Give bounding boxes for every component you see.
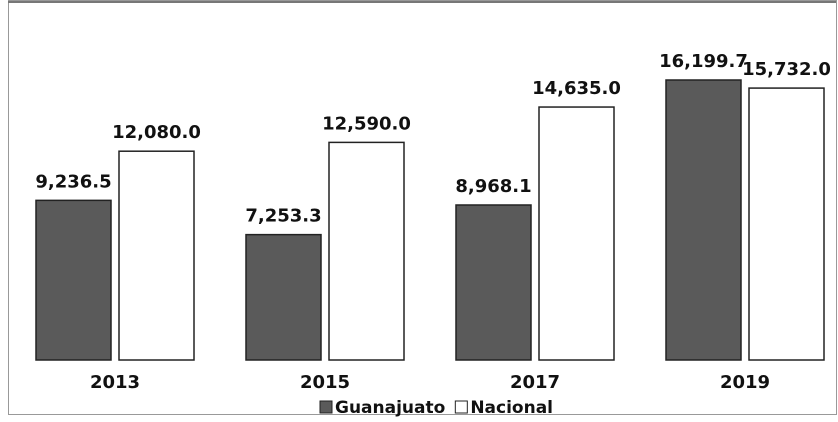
bar (538, 106, 615, 361)
data-label: 8,968.1 (455, 176, 531, 197)
x-tick-label: 2019 (720, 372, 770, 393)
legend-label: Nacional (470, 398, 553, 418)
data-label: 9,236.5 (35, 171, 111, 192)
legend-swatch (319, 400, 333, 414)
chart-frame (8, 0, 837, 415)
data-label: 12,590.0 (322, 113, 411, 134)
bar (245, 233, 322, 361)
bar (748, 87, 825, 361)
x-tick-label: 2017 (510, 372, 560, 393)
legend-label: Guanajuato (335, 398, 445, 418)
bar (665, 79, 742, 361)
data-label: 15,732.0 (742, 59, 831, 80)
x-tick-label: 2015 (300, 372, 350, 393)
bar (328, 141, 405, 361)
bar (118, 150, 195, 361)
data-label: 12,080.0 (112, 122, 201, 143)
bar (35, 199, 112, 361)
data-label: 7,253.3 (245, 206, 321, 227)
legend-swatch (454, 400, 468, 414)
data-label: 16,199.7 (659, 51, 748, 72)
bar (455, 204, 532, 361)
x-tick-label: 2013 (90, 372, 140, 393)
data-label: 14,635.0 (532, 78, 621, 99)
